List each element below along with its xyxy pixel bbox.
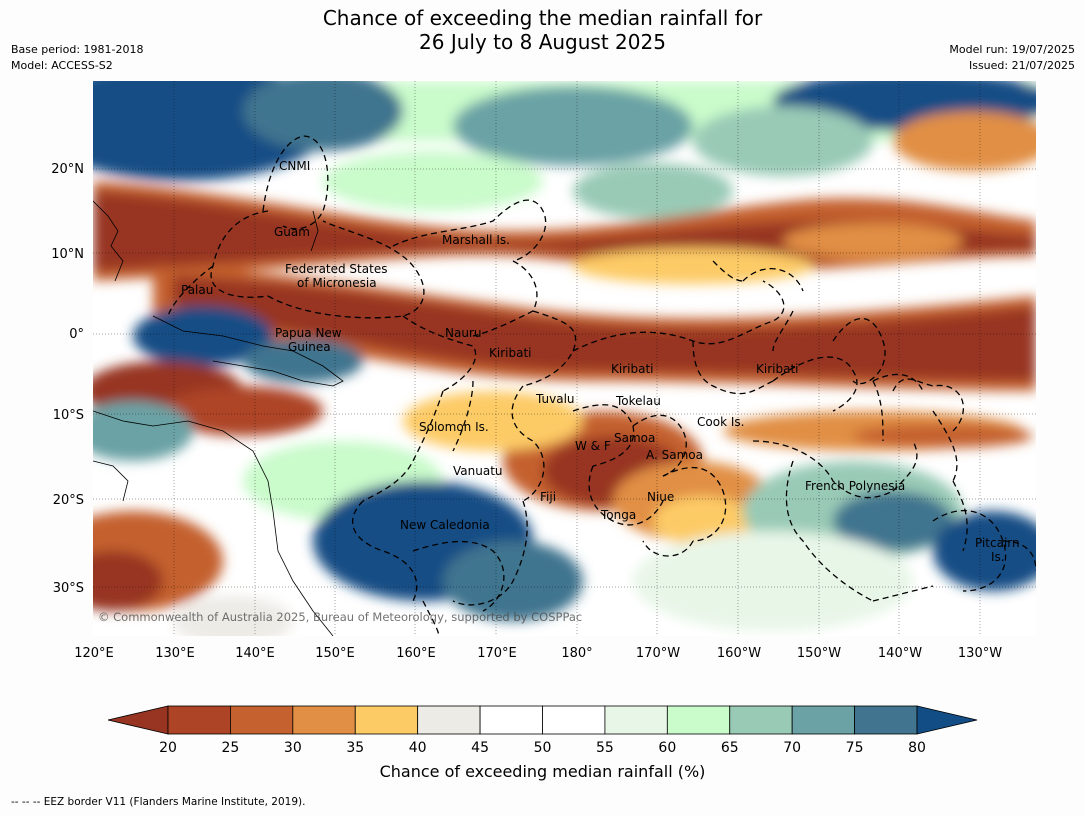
colorbar: 20 25 30 35 40 45 50 55 60 65 70 75 80 <box>107 705 978 756</box>
copyright-text: © Commonwealth of Australia 2025, Bureau… <box>98 610 582 624</box>
model-name: Model: ACCESS-S2 <box>11 59 113 72</box>
label-kiribati-east: Kiribati <box>756 362 798 376</box>
issued-date: Issued: 21/07/2025 <box>968 59 1075 72</box>
colorbar-swatch <box>417 705 481 735</box>
label-wallis-futuna: W & F <box>575 439 611 453</box>
lat-label-20s: 20°S <box>53 493 84 508</box>
label-fsm-line1: Federated States <box>285 262 387 276</box>
colorbar-swatch <box>479 705 543 735</box>
lon-label-140e: 140°E <box>235 646 275 661</box>
colorbar-tick-label: 70 <box>783 740 801 756</box>
label-pitcairn-line2: Is. <box>991 550 1005 564</box>
lon-label-120e: 120°E <box>74 646 114 661</box>
colorbar-extend-low <box>107 705 169 735</box>
colorbar-swatch <box>854 705 918 735</box>
colorbar-swatch <box>167 705 231 735</box>
colorbar-tick-label: 65 <box>721 740 739 756</box>
colorbar-swatch <box>542 705 606 735</box>
lon-label-160e: 160°E <box>396 646 436 661</box>
eez-borders <box>167 135 1036 636</box>
axis-labels: 20°N 10°N 0° 10°S 20°S 30°S 120°E 130°E … <box>51 162 1002 661</box>
rainfall-field <box>93 81 1036 636</box>
label-samoa: Samoa <box>614 431 655 445</box>
label-new-caledonia: New Caledonia <box>400 518 490 532</box>
lat-label-10s: 10°S <box>53 408 84 423</box>
label-palau: Palau <box>181 283 213 297</box>
lon-label-140w: 140°W <box>878 646 922 661</box>
coastlines <box>93 200 344 636</box>
label-vanuatu: Vanuatu <box>453 464 503 478</box>
label-png-line2: Guinea <box>288 340 331 354</box>
lon-label-170e: 170°E <box>477 646 517 661</box>
label-tokelau: Tokelau <box>615 394 661 408</box>
colorbar-tick-label: 45 <box>471 740 489 756</box>
model-run: Model run: 19/07/2025 <box>949 43 1075 56</box>
colorbar-swatch <box>729 705 793 735</box>
colorbar-tick-label: 60 <box>658 740 676 756</box>
label-guam: Guam <box>274 225 310 239</box>
lon-label-130w: 130°W <box>958 646 1002 661</box>
colorbar-swatch <box>791 705 855 735</box>
lon-label-130e: 130°E <box>155 646 195 661</box>
colorbar-tick-label: 55 <box>596 740 614 756</box>
colorbar-tick-label: 25 <box>222 740 240 756</box>
lat-label-30s: 30°S <box>53 581 84 596</box>
map-title: Chance of exceeding the median rainfall … <box>0 6 1085 54</box>
colorbar-swatch <box>666 705 731 735</box>
colorbar-ticks: 20 25 30 35 40 45 50 55 60 65 70 75 80 <box>159 740 926 756</box>
label-kiribati-central: Kiribati <box>611 362 653 376</box>
colorbar-swatch <box>354 705 419 735</box>
colorbar-swatches <box>107 705 978 735</box>
label-american-samoa: A. Samoa <box>646 448 703 462</box>
lon-label-180: 180° <box>561 646 592 661</box>
colorbar-swatch <box>604 705 668 735</box>
region-labels: CNMI Guam Marshall Is. Federated States … <box>181 159 1020 564</box>
colorbar-tick-label: 30 <box>284 740 302 756</box>
label-fsm-line2: of Micronesia <box>297 276 377 290</box>
colorbar-tick-label: 40 <box>409 740 427 756</box>
meta-left: Base period: 1981-2018 Model: ACCESS-S2 <box>11 42 143 74</box>
colorbar-label: Chance of exceeding median rainfall (%) <box>379 762 706 781</box>
eez-footnote: -- -- -- EEZ border V11 (Flanders Marine… <box>11 796 306 808</box>
colorbar-swatch <box>292 705 356 735</box>
graticule <box>93 81 1036 636</box>
lon-label-150w: 150°W <box>797 646 841 661</box>
label-cook-islands: Cook Is. <box>697 415 744 429</box>
lon-label-150e: 150°E <box>315 646 355 661</box>
label-tonga: Tonga <box>600 508 636 522</box>
label-png-line1: Papua New <box>275 326 342 340</box>
label-marshall: Marshall Is. <box>442 233 510 247</box>
label-tuvalu: Tuvalu <box>535 392 575 406</box>
title-line-2: 26 July to 8 August 2025 <box>419 30 666 54</box>
map-canvas: CNMI Guam Marshall Is. Federated States … <box>93 81 1036 636</box>
label-cnmi: CNMI <box>279 159 310 173</box>
lat-label-20n: 20°N <box>51 162 84 177</box>
label-kiribati-west: Kiribati <box>489 346 531 360</box>
colorbar-swatch <box>230 705 294 735</box>
label-niue: Niue <box>647 490 674 504</box>
lat-label-10n: 10°N <box>51 247 84 262</box>
colorbar-tick-label: 75 <box>846 740 864 756</box>
label-pitcairn-line1: Pitcairn <box>975 536 1020 550</box>
meta-right: Model run: 19/07/2025 Issued: 21/07/2025 <box>949 42 1075 74</box>
colorbar-tick-label: 50 <box>534 740 552 756</box>
label-french-polynesia: French Polynesia <box>805 479 905 493</box>
base-period: Base period: 1981-2018 <box>11 43 144 56</box>
label-nauru: Nauru <box>445 326 481 340</box>
lon-label-160w: 160°W <box>717 646 761 661</box>
label-solomon: Solomon Is. <box>419 420 489 434</box>
colorbar-tick-label: 35 <box>346 740 364 756</box>
label-fiji: Fiji <box>540 490 556 504</box>
title-line-1: Chance of exceeding the median rainfall … <box>322 6 763 30</box>
colorbar-extend-high <box>916 705 978 735</box>
lat-label-0: 0° <box>69 327 84 342</box>
lon-label-170w: 170°W <box>636 646 680 661</box>
rainfall-map: CNMI Guam Marshall Is. Federated States … <box>93 81 1036 636</box>
colorbar-tick-label: 20 <box>159 740 177 756</box>
colorbar-tick-label: 80 <box>908 740 926 756</box>
